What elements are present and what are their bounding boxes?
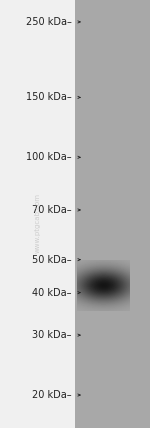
Bar: [75, 0, 150, 428]
Text: 20 kDa–: 20 kDa–: [32, 390, 72, 400]
Text: 250 kDa–: 250 kDa–: [26, 17, 72, 27]
Text: 70 kDa–: 70 kDa–: [32, 205, 72, 215]
Bar: [0, 0, 75, 428]
Text: 50 kDa–: 50 kDa–: [32, 255, 72, 265]
Text: 30 kDa–: 30 kDa–: [33, 330, 72, 340]
Text: 40 kDa–: 40 kDa–: [33, 288, 72, 297]
Text: 100 kDa–: 100 kDa–: [26, 152, 72, 162]
Text: www.ptgcab.com: www.ptgcab.com: [34, 193, 40, 253]
Text: 150 kDa–: 150 kDa–: [26, 92, 72, 102]
